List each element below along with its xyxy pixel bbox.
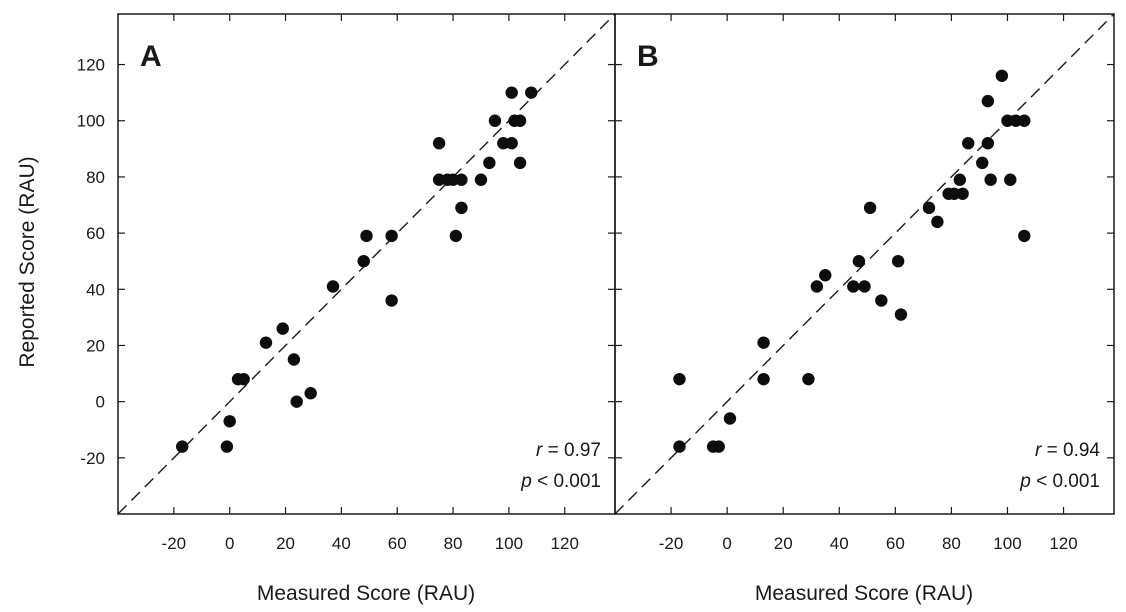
data-point-a [385, 294, 398, 307]
x-tick-label-a: 120 [551, 534, 579, 553]
x-tick-label-b: 120 [1049, 534, 1077, 553]
data-point-b [757, 336, 770, 349]
y-tick-label: 20 [86, 336, 105, 355]
stat-r-a: r = 0.97 [536, 440, 601, 461]
data-point-a [223, 415, 236, 428]
data-point-b [858, 280, 871, 293]
data-point-b [723, 412, 737, 425]
data-point-a [176, 440, 189, 453]
data-point-b [976, 156, 989, 170]
y-tick-label: 80 [86, 168, 105, 187]
data-point-a [290, 395, 303, 408]
data-point-b [956, 187, 969, 200]
x-axis-title-a: Measured Score (RAU) [257, 582, 475, 605]
x-tick-label-b: 80 [942, 534, 961, 553]
y-tick-label: 40 [86, 280, 105, 299]
x-tick-label-a: 80 [444, 534, 463, 553]
data-point-b [931, 215, 944, 229]
data-point-a [488, 114, 502, 127]
x-tick-label-b: 60 [886, 534, 905, 553]
y-tick-label: -20 [80, 449, 105, 468]
x-tick-label-b: 100 [993, 534, 1021, 553]
data-point-b [1018, 229, 1031, 243]
data-point-b [863, 201, 877, 215]
data-point-a [360, 229, 373, 243]
data-point-b [802, 372, 815, 386]
data-point-a [385, 229, 398, 243]
data-point-a [483, 156, 496, 170]
data-point-b [891, 254, 905, 268]
x-tick-label-a: 100 [495, 534, 523, 553]
data-point-a [287, 353, 301, 366]
data-point-a [304, 387, 317, 400]
y-tick-label: 60 [86, 224, 105, 243]
data-point-b [673, 440, 686, 453]
x-tick-label-b: -20 [659, 534, 684, 553]
x-tick-label-b: 20 [774, 534, 793, 553]
data-point-b [810, 280, 824, 293]
data-point-a [220, 440, 234, 453]
data-point-a [326, 280, 340, 293]
x-tick-label-b: 0 [722, 534, 731, 553]
data-point-a [474, 173, 488, 186]
data-point-b [981, 137, 995, 150]
data-point-a [276, 322, 289, 335]
data-point-a [259, 336, 273, 349]
data-point-b [852, 254, 866, 268]
panel-label-b: B [637, 40, 659, 73]
data-point-a [455, 173, 468, 186]
data-point-b [981, 94, 995, 108]
data-point-b [953, 173, 967, 186]
data-point-b [819, 269, 832, 282]
data-point-a [513, 156, 527, 170]
plot-frame-b [614, 13, 1115, 515]
data-point-b [1004, 173, 1017, 186]
data-point-b [962, 137, 975, 150]
panel-label-a: A [140, 40, 162, 73]
data-point-a [237, 372, 250, 386]
data-point-a [525, 86, 538, 99]
x-tick-label-b: 40 [830, 534, 849, 553]
x-axis-title-b: Measured Score (RAU) [755, 582, 973, 605]
data-point-b [847, 280, 860, 293]
data-point-a [449, 229, 463, 243]
panel-b: -20 0 20 40 60 80 100 120 Br = 0.94 p < 0.001 [614, 13, 1115, 553]
data-point-a [455, 201, 468, 215]
x-tick-label-a: 60 [388, 534, 407, 553]
y-tick-label: 120 [77, 56, 105, 75]
x-tick-label-a: 20 [276, 534, 295, 553]
data-point-b [995, 69, 1009, 82]
panel-a: -20 0 20 40 60 80 100 120 -20 0 20 40 60 80 100 120 Ar =… [77, 13, 616, 553]
stat-p-a: p < 0.001 [520, 471, 601, 492]
data-point-a [513, 114, 527, 127]
data-point-b [922, 201, 936, 215]
identity-line-b [614, 13, 1115, 515]
data-point-b [757, 372, 770, 386]
stat-p-b: p < 0.001 [1019, 471, 1100, 492]
data-point-a [357, 254, 370, 268]
data-point-b [875, 294, 888, 307]
data-point-b [894, 308, 908, 321]
data-point-a [432, 137, 446, 150]
stat-r-b: r = 0.94 [1035, 440, 1100, 461]
x-tick-label-a: 0 [225, 534, 234, 553]
data-point-b [984, 173, 997, 186]
x-tick-label-a: 40 [332, 534, 351, 553]
data-point-b [712, 440, 725, 453]
data-point-a [505, 137, 518, 150]
y-axis-title: Reported Score (RAU) [16, 156, 39, 367]
data-point-b [673, 372, 686, 386]
x-tick-label-a: -20 [162, 534, 187, 553]
y-tick-label: 0 [96, 393, 105, 412]
data-point-a [505, 86, 518, 99]
y-tick-label: 100 [77, 112, 105, 131]
data-point-b [1018, 114, 1031, 127]
